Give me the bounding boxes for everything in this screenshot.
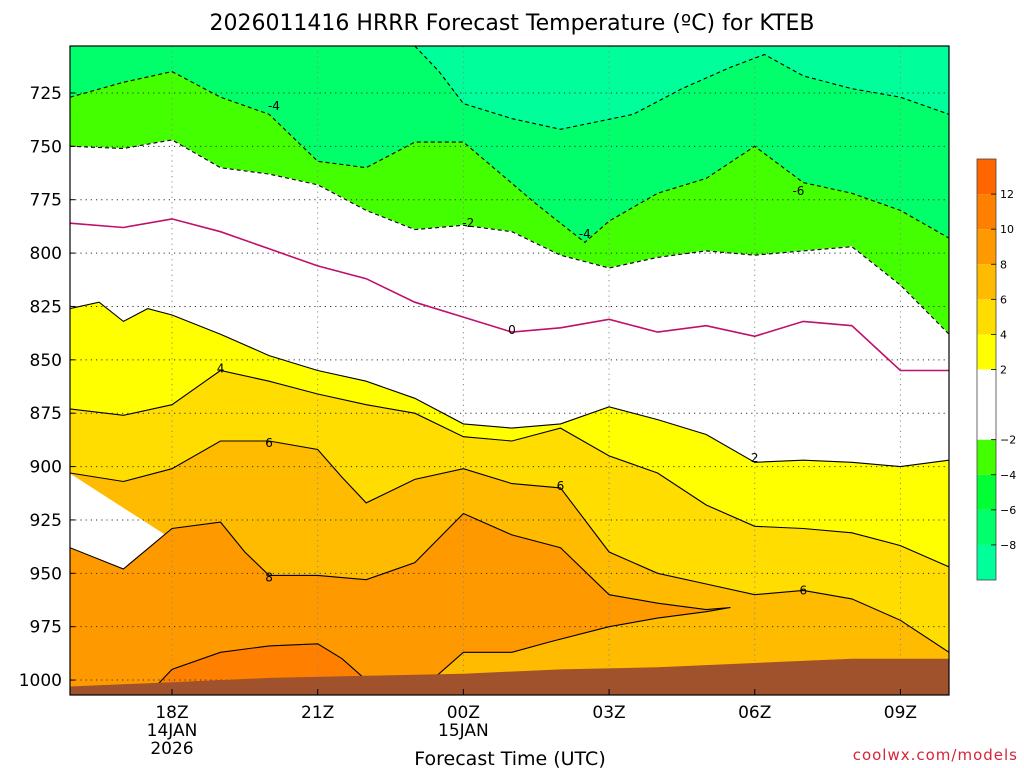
x-tick-label-5: 09Z xyxy=(884,703,917,723)
y-axis: 725 750 775 800 825 850 875 900 925 950 975 1000 xyxy=(19,84,75,691)
credit-text: coolwx.com/models xyxy=(853,746,1018,764)
x-tick-label-1: 21Z xyxy=(301,703,334,723)
y-tick-label-875: 875 xyxy=(30,404,62,424)
x-axis: 18Z 14JAN 2026 21Z 00Z 15JAN 03Z 06Z 09Z xyxy=(147,689,917,759)
colorbar-band-2 xyxy=(977,474,996,510)
colorbar-band-0 xyxy=(977,544,996,580)
y-tick-label-925: 925 xyxy=(30,511,62,531)
y-tick-label-975: 975 xyxy=(30,618,62,638)
y-tick-label-725: 725 xyxy=(30,84,62,104)
colorbar-band-10 xyxy=(977,159,996,195)
colorbar-band-4 xyxy=(977,369,996,440)
colorbar: 12 10 8 6 4 2 −2 −4 −6 −8 xyxy=(976,158,1016,581)
x-tick-label-4-line-0: 06Z xyxy=(738,703,771,723)
x-tick-label-2-line-0: 00Z xyxy=(447,703,480,723)
contour-line--4 xyxy=(70,71,949,244)
contour-label-10: 6 xyxy=(799,583,807,597)
contour-label-2: -4 xyxy=(579,227,591,241)
contour-label-9: 8 xyxy=(265,571,273,585)
colorbar-label-2: 2 xyxy=(1000,364,1007,377)
contour-line-8 xyxy=(70,512,731,695)
x-tick-label-5-line-0: 09Z xyxy=(884,703,917,723)
contour-label-4: 0 xyxy=(508,323,516,337)
colorbar-band-3 xyxy=(977,439,996,475)
chart-title: 2026011416 HRRR Forecast Temperature (ºC… xyxy=(209,11,814,36)
x-tick-label-0-line-0: 18Z xyxy=(155,703,188,723)
colorbar-label-8: 8 xyxy=(1000,258,1007,271)
colorbar-label-6: 6 xyxy=(1000,293,1007,306)
colorbar-band-5 xyxy=(977,334,996,370)
contour-label-3: -2 xyxy=(462,216,474,230)
colorbar-label-12: 12 xyxy=(1000,188,1014,201)
x-tick-label-2-line-1: 15JAN xyxy=(438,721,489,741)
contour-label-7: 6 xyxy=(265,436,273,450)
y-tick-label-850: 850 xyxy=(30,351,62,371)
y-tick-label-800: 800 xyxy=(30,244,62,264)
y-tick-label-1000: 1000 xyxy=(19,671,62,691)
y-tick-label-775: 775 xyxy=(30,191,62,211)
colorbar-band-9 xyxy=(977,194,996,230)
contour-label-0: -4 xyxy=(268,99,280,113)
colorbar-label-4: 4 xyxy=(1000,328,1007,341)
colorbar-label--6: −6 xyxy=(1000,504,1016,517)
y-tick-label-950: 950 xyxy=(30,564,62,584)
contour-lines xyxy=(70,46,949,695)
y-tick-label-825: 825 xyxy=(30,297,62,317)
contour-labels: -4 -6 -4 -2 0 4 2 6 6 8 6 xyxy=(217,99,807,598)
contour-line--2 xyxy=(70,139,949,335)
x-tick-label-0: 18Z 14JAN 2026 xyxy=(147,703,198,759)
plot-area: -4 -6 -4 -2 0 4 2 6 6 8 6 xyxy=(70,46,949,695)
x-tick-label-3-line-0: 03Z xyxy=(592,703,625,723)
colorbar-band-7 xyxy=(977,264,996,300)
colorbar-band-6 xyxy=(977,299,996,335)
contour-line-0 xyxy=(70,218,949,372)
terrain-ground xyxy=(70,658,949,695)
y-tick-label-750: 750 xyxy=(30,137,62,157)
grid-lines xyxy=(70,46,949,695)
contour-label-6: 2 xyxy=(751,451,759,465)
colorbar-label-10: 10 xyxy=(1000,223,1014,236)
x-tick-label-4: 06Z xyxy=(738,703,771,723)
contour-label-1: -6 xyxy=(792,184,804,198)
plot-frame xyxy=(69,45,950,696)
colorbar-band-1 xyxy=(977,509,996,545)
x-tick-label-3: 03Z xyxy=(592,703,625,723)
x-tick-label-2: 00Z 15JAN xyxy=(438,703,489,741)
colorbar-label--8: −8 xyxy=(1000,539,1016,552)
y-tick-label-900: 900 xyxy=(30,458,62,478)
x-tick-label-1-line-0: 21Z xyxy=(301,703,334,723)
contour-line-4 xyxy=(70,369,949,568)
x-tick-label-0-line-1: 14JAN xyxy=(147,721,198,741)
colorbar-label--2: −2 xyxy=(1000,434,1016,447)
colorbar-label--4: −4 xyxy=(1000,469,1016,482)
contour-line-2 xyxy=(70,301,949,468)
x-axis-title: Forecast Time (UTC) xyxy=(414,748,605,768)
colorbar-band-8 xyxy=(977,229,996,265)
contour-label-8: 6 xyxy=(557,479,565,493)
x-tick-label-0-line-2: 2026 xyxy=(150,739,193,759)
contour-line-6 xyxy=(70,440,949,653)
contour-label-5: 4 xyxy=(217,361,225,375)
temperature-fills xyxy=(70,46,949,695)
